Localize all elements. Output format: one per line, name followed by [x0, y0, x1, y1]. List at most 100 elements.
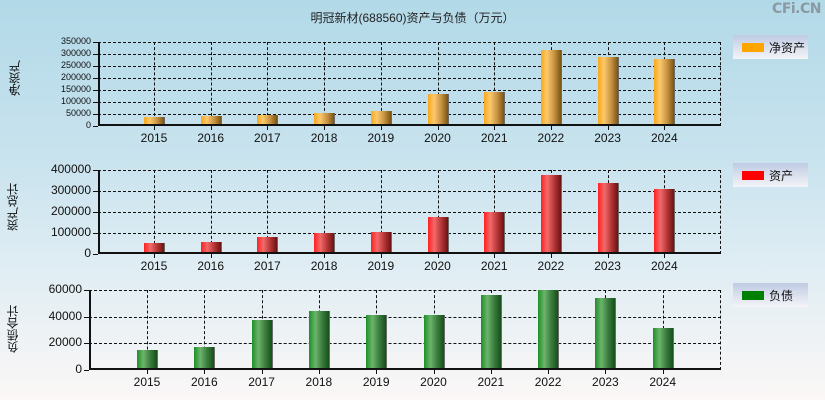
- vertical-gridline: [267, 42, 269, 126]
- watermark-logo: CFi.CN: [772, 1, 821, 17]
- bar-2021[interactable]: [480, 294, 501, 370]
- bar-2020[interactable]: [427, 216, 448, 254]
- legend-label: 负债: [769, 288, 794, 303]
- horizontal-gridline: [98, 78, 721, 79]
- y-tick: [84, 370, 89, 371]
- bar-2017[interactable]: [257, 236, 278, 254]
- bar-2015[interactable]: [144, 116, 164, 126]
- y-tick: [93, 212, 98, 213]
- x-tick-label: 2023: [594, 259, 621, 273]
- y-tick: [93, 170, 98, 171]
- x-tick-label: 2020: [424, 131, 451, 145]
- x-tick-label: 2022: [537, 131, 565, 145]
- horizontal-gridline: [98, 170, 721, 171]
- x-tick: [154, 254, 155, 258]
- x-axis-line: [89, 368, 721, 370]
- bar-2023[interactable]: [597, 182, 618, 254]
- x-tick-label: 2015: [140, 259, 168, 273]
- bar-2019[interactable]: [370, 231, 391, 254]
- y-tick: [93, 90, 98, 91]
- bar-2021[interactable]: [484, 211, 505, 254]
- y-tick-label: 0: [84, 246, 91, 260]
- right-border: [720, 42, 721, 126]
- x-tick-label: 2018: [310, 131, 338, 145]
- total-assets-axis-label: 资产总计: [6, 183, 20, 231]
- x-tick-label: 2017: [254, 131, 281, 145]
- right-border: [720, 170, 721, 254]
- y-axis-line: [98, 170, 100, 254]
- y-tick: [93, 54, 98, 55]
- bar-2024[interactable]: [654, 58, 675, 126]
- y-tick: [93, 254, 98, 255]
- x-tick: [210, 126, 212, 130]
- x-tick: [324, 126, 326, 130]
- x-tick-label: 2016: [197, 259, 225, 273]
- y-tick: [84, 316, 89, 318]
- bar-2022[interactable]: [540, 174, 561, 254]
- horizontal-gridline: [89, 343, 721, 345]
- total-assets-legend[interactable]: 资产: [733, 163, 808, 187]
- bar-2024[interactable]: [652, 327, 673, 370]
- x-tick-label: 2015: [133, 375, 161, 389]
- y-tick-label: 200000: [50, 204, 91, 218]
- y-tick: [93, 233, 98, 234]
- bar-2024[interactable]: [654, 188, 675, 254]
- x-tick: [662, 370, 664, 374]
- x-tick-label: 2018: [305, 375, 333, 389]
- y-tick: [93, 42, 98, 43]
- vertical-gridline: [267, 170, 269, 254]
- y-tick-label: 300000: [60, 47, 91, 58]
- y-axis-line: [98, 42, 100, 126]
- x-tick-label: 2022: [537, 259, 565, 273]
- y-tick: [84, 290, 89, 291]
- bar-2016[interactable]: [194, 346, 215, 370]
- vertical-gridline: [154, 42, 155, 126]
- bar-2018[interactable]: [314, 232, 335, 254]
- x-tick-label: 2019: [367, 131, 395, 145]
- bar-2019[interactable]: [370, 110, 391, 126]
- x-tick: [147, 370, 148, 374]
- horizontal-gridline: [89, 290, 721, 291]
- horizontal-gridline: [98, 42, 721, 43]
- x-tick-label: 2024: [649, 375, 677, 389]
- x-tick: [607, 126, 609, 130]
- horizontal-gridline: [98, 233, 721, 234]
- x-tick-label: 2021: [480, 259, 508, 273]
- vertical-gridline: [154, 170, 155, 254]
- y-tick-label: 40000: [48, 308, 82, 323]
- y-tick-label: 250000: [60, 59, 91, 70]
- bar-2017[interactable]: [257, 114, 278, 126]
- bar-2021[interactable]: [484, 91, 505, 126]
- bar-2015[interactable]: [137, 349, 157, 370]
- x-tick: [380, 126, 382, 130]
- y-tick-label: 350000: [60, 35, 91, 46]
- net-assets-legend[interactable]: 净资产: [733, 35, 808, 59]
- y-tick: [93, 114, 98, 115]
- total-liabilities-plot-area: [89, 290, 721, 370]
- x-tick: [210, 254, 212, 258]
- bar-2020[interactable]: [427, 93, 448, 126]
- x-tick-label: 2020: [424, 259, 451, 273]
- bar-2020[interactable]: [423, 314, 444, 370]
- bar-2023[interactable]: [597, 57, 618, 126]
- bar-2017[interactable]: [251, 319, 272, 370]
- bar-2023[interactable]: [595, 297, 616, 370]
- total-liabilities-legend[interactable]: 负债: [733, 283, 808, 307]
- x-tick: [267, 254, 269, 258]
- total-liabilities-axis-label: 负债合计: [6, 305, 20, 353]
- vertical-gridline: [210, 42, 212, 126]
- bar-2018[interactable]: [314, 112, 335, 126]
- bar-2022[interactable]: [538, 290, 559, 370]
- bar-2015[interactable]: [144, 242, 164, 254]
- x-tick: [494, 126, 496, 130]
- x-tick: [376, 370, 378, 374]
- y-tick: [93, 102, 98, 103]
- bar-2019[interactable]: [366, 314, 387, 370]
- x-tick: [437, 126, 439, 130]
- bar-2016[interactable]: [200, 241, 221, 254]
- bar-2016[interactable]: [200, 115, 221, 126]
- bar-2018[interactable]: [308, 310, 329, 370]
- net-assets-axis-label: 净资产: [8, 60, 22, 96]
- chart-title: 明冠新材(688560)资产与负债（万元）: [310, 11, 515, 25]
- bar-2022[interactable]: [540, 50, 561, 126]
